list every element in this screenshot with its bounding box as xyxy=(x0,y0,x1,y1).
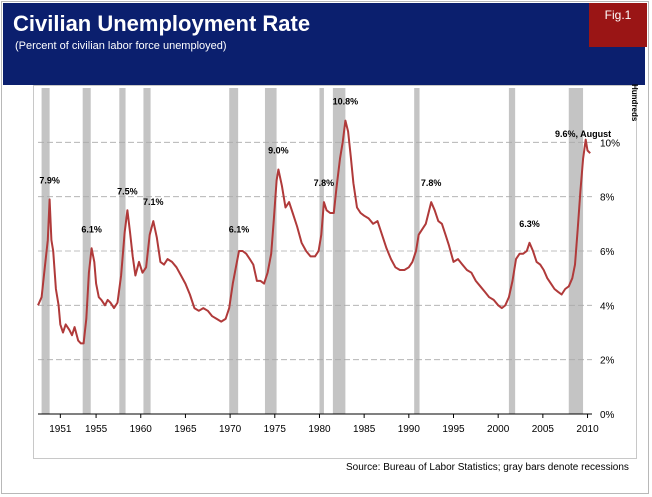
source-note: Source: Bureau of Labor Statistics; gray… xyxy=(346,462,629,473)
x-tick-label: 1960 xyxy=(130,424,153,435)
peak-annotation: 7.5% xyxy=(117,186,138,196)
chart-subtitle: (Percent of civilian labor force unemplo… xyxy=(15,40,227,52)
x-tick-label: 1985 xyxy=(353,424,376,435)
peak-annotation: 9.0% xyxy=(268,146,289,156)
x-tick-label: 1990 xyxy=(398,424,421,435)
peak-annotation: 7.8% xyxy=(421,178,442,188)
y-tick-label: 8% xyxy=(600,193,615,204)
x-tick-label: 1955 xyxy=(85,424,108,435)
x-tick-label: 1975 xyxy=(264,424,287,435)
y-tick-label: 10% xyxy=(600,138,620,149)
peak-annotation: 9.6%, August xyxy=(555,129,611,139)
y-tick-label: 0% xyxy=(600,410,615,421)
x-tick-label: 1965 xyxy=(174,424,197,435)
x-tick-label: 1980 xyxy=(308,424,331,435)
x-tick-label: 1951 xyxy=(49,424,72,435)
chart-title: Civilian Unemployment Rate xyxy=(13,11,311,36)
unit-label: Hundreds xyxy=(630,84,639,122)
x-tick-label: 2005 xyxy=(532,424,555,435)
y-tick-label: 4% xyxy=(600,301,615,312)
recession-bar xyxy=(229,88,239,414)
x-tick-label: 1995 xyxy=(442,424,465,435)
x-tick-label: 1970 xyxy=(219,424,242,435)
x-tick-label: 2000 xyxy=(487,424,510,435)
unemployment-series-line xyxy=(37,119,591,345)
y-tick-label: 6% xyxy=(600,247,615,258)
peak-annotation: 6.1% xyxy=(81,224,102,234)
header-band: Civilian Unemployment Rate (Percent of c… xyxy=(3,3,647,85)
peak-annotation: 7.8% xyxy=(314,178,335,188)
figure-label: Fig.1 xyxy=(589,3,647,47)
peak-annotation: 7.9% xyxy=(39,175,60,185)
plot-frame xyxy=(33,85,637,459)
peak-annotation: 10.8% xyxy=(333,97,359,107)
peak-annotation: 6.1% xyxy=(229,224,250,234)
peak-annotation: 7.1% xyxy=(143,197,164,207)
y-tick-label: 2% xyxy=(600,356,615,367)
peak-annotation: 6.3% xyxy=(519,219,540,229)
x-tick-label: 2010 xyxy=(576,424,599,435)
recession-bar xyxy=(508,88,516,414)
